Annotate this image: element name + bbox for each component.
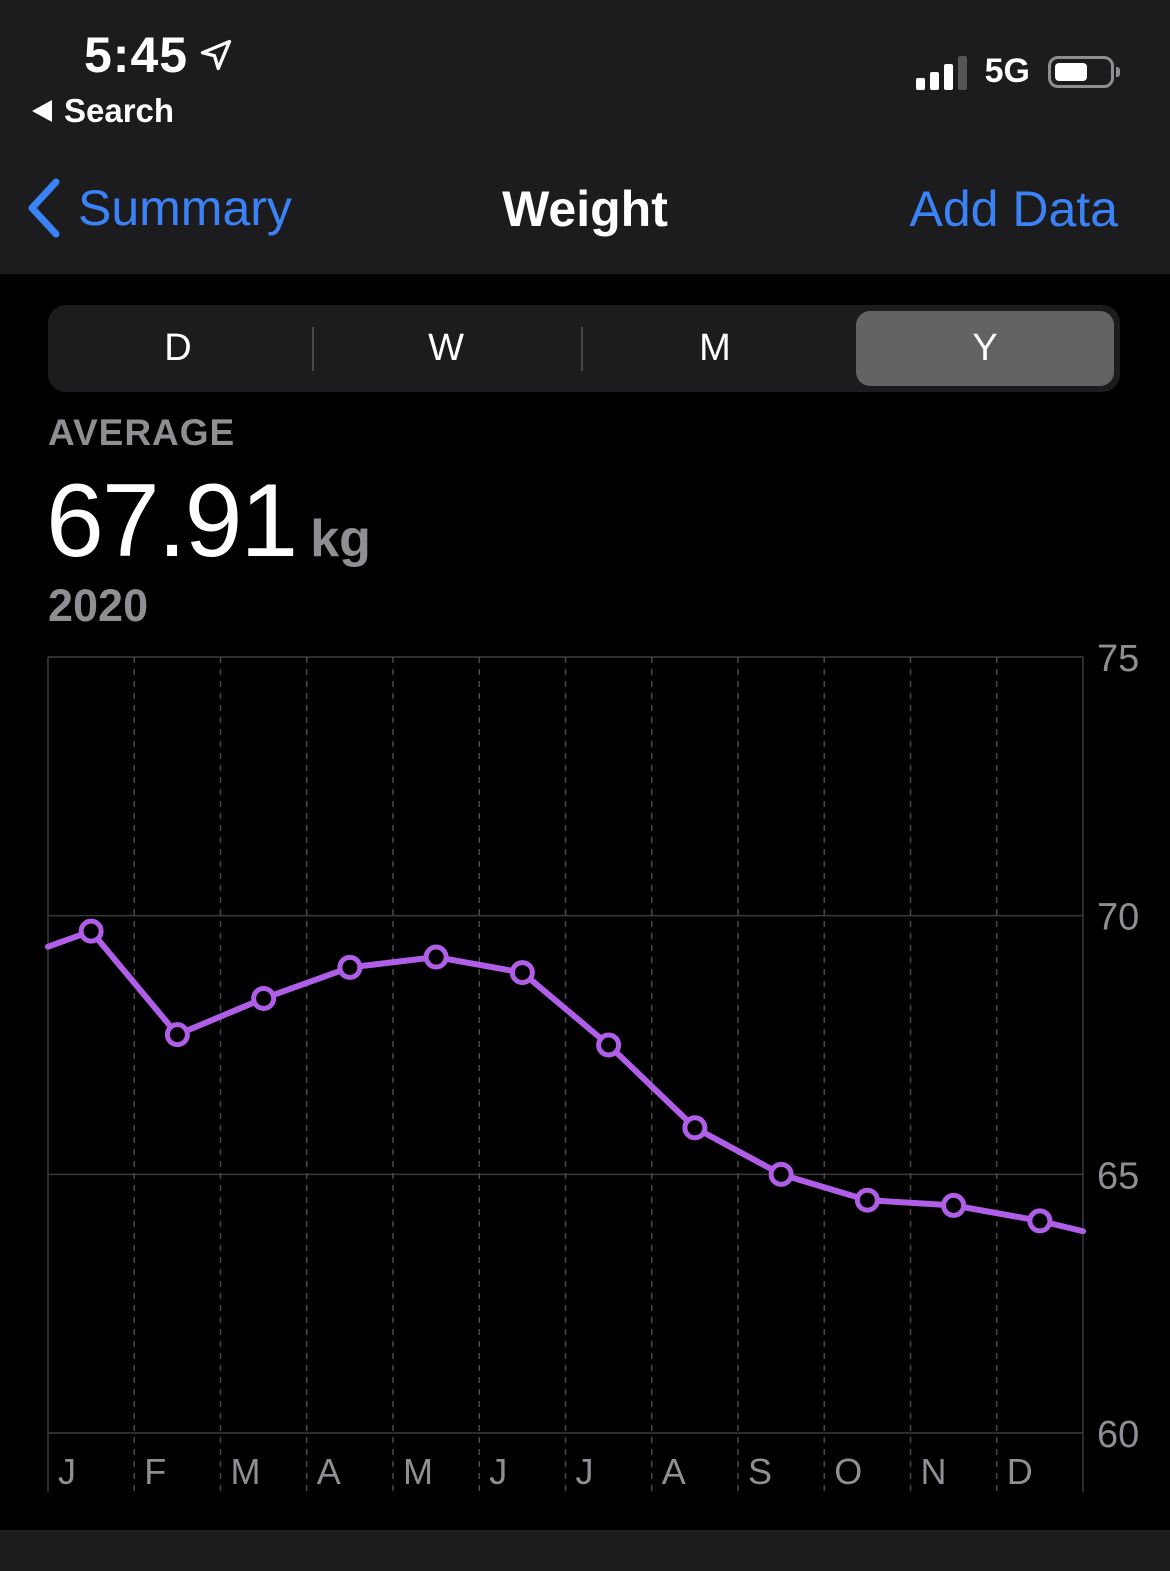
- back-to-app-link[interactable]: Search: [32, 92, 174, 130]
- chevron-left-icon: [28, 178, 60, 238]
- y-tick-label: 60: [1097, 1414, 1139, 1456]
- average-unit: kg: [310, 510, 371, 568]
- data-point[interactable]: [596, 1032, 622, 1058]
- segment-divider: [312, 327, 314, 371]
- data-point[interactable]: [164, 1022, 190, 1048]
- y-tick-label: 70: [1097, 897, 1139, 939]
- segment-day[interactable]: D: [164, 327, 192, 369]
- back-triangle-icon: [32, 100, 52, 122]
- segment-divider: [581, 327, 583, 371]
- data-point[interactable]: [1027, 1208, 1053, 1234]
- data-point[interactable]: [854, 1187, 880, 1213]
- add-data-button[interactable]: Add Data: [909, 181, 1118, 237]
- signal-icon: [915, 54, 967, 90]
- x-tick-label: A: [317, 1451, 341, 1492]
- y-tick-label: 75: [1097, 640, 1139, 680]
- x-tick-label: O: [834, 1451, 862, 1492]
- x-tick-label: N: [921, 1451, 947, 1492]
- segment-month[interactable]: M: [699, 327, 731, 369]
- page-title: Weight: [502, 181, 668, 237]
- data-point[interactable]: [337, 954, 363, 980]
- segment-year[interactable]: Y: [856, 311, 1114, 386]
- x-tick-label: M: [231, 1451, 261, 1492]
- x-tick-label: J: [576, 1451, 594, 1492]
- x-tick-label: F: [144, 1451, 166, 1492]
- y-tick-label: 65: [1097, 1155, 1139, 1197]
- network-type: 5G: [984, 52, 1030, 90]
- data-point[interactable]: [251, 985, 277, 1011]
- average-label: AVERAGE: [48, 412, 236, 453]
- data-point[interactable]: [768, 1161, 794, 1187]
- status-indicators: 5G: [915, 52, 1120, 91]
- location-arrow-icon: [200, 39, 232, 71]
- x-tick-label: S: [748, 1451, 772, 1492]
- average-value: 67.91 kg: [46, 462, 371, 581]
- x-tick-label: A: [662, 1451, 686, 1492]
- status-time: 5:45: [84, 26, 234, 84]
- bottom-bar: [0, 1530, 1170, 1571]
- data-point[interactable]: [423, 944, 449, 970]
- average-number: 67.91: [46, 463, 298, 579]
- data-point[interactable]: [78, 918, 104, 944]
- data-point[interactable]: [509, 960, 535, 986]
- data-point[interactable]: [682, 1115, 708, 1141]
- series-line: [45, 928, 1086, 1235]
- time-range-segmented-control: D W M Y: [48, 305, 1120, 392]
- battery-icon: [1048, 55, 1120, 88]
- status-bar: 5:45 Search 5G: [0, 0, 1170, 150]
- data-point[interactable]: [941, 1192, 967, 1218]
- x-tick-label: J: [489, 1451, 507, 1492]
- x-tick-label: J: [58, 1451, 76, 1492]
- summary-back-button[interactable]: Summary: [24, 178, 292, 238]
- segment-week[interactable]: W: [428, 327, 464, 369]
- x-tick-label: D: [1007, 1451, 1033, 1492]
- navigation-bar: Summary Weight Add Data: [0, 150, 1170, 274]
- weight-line-chart[interactable]: 75 70 65 60 J F M A M J J A S O N D: [0, 640, 1170, 1510]
- x-tick-label: M: [403, 1451, 433, 1492]
- period-label: 2020: [48, 580, 149, 631]
